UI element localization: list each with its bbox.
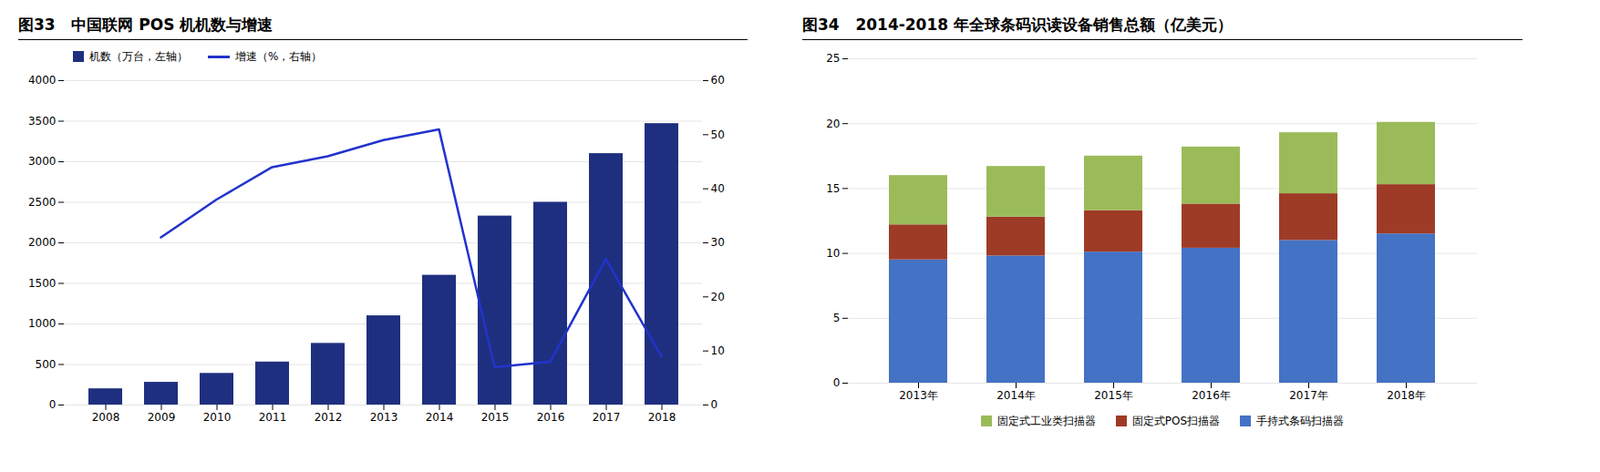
svg-text:2018: 2018: [648, 411, 677, 424]
svg-text:10: 10: [711, 344, 725, 358]
svg-text:50: 50: [711, 128, 725, 142]
svg-text:2012: 2012: [314, 411, 343, 424]
svg-text:15: 15: [825, 182, 840, 196]
svg-text:2018年: 2018年: [1386, 389, 1426, 403]
svg-text:2010: 2010: [203, 411, 232, 424]
svg-text:4000: 4000: [28, 73, 57, 87]
svg-text:0: 0: [711, 398, 719, 412]
svg-text:1000: 1000: [28, 317, 57, 331]
svg-text:2017: 2017: [592, 411, 621, 424]
svg-text:10: 10: [825, 247, 840, 260]
svg-text:20: 20: [711, 290, 725, 304]
svg-text:2008: 2008: [92, 411, 121, 424]
svg-text:25: 25: [825, 51, 840, 65]
svg-text:2009: 2009: [147, 411, 176, 424]
svg-text:2015年: 2015年: [1094, 389, 1134, 403]
svg-text:3000: 3000: [28, 154, 57, 168]
svg-text:40: 40: [711, 182, 725, 196]
svg-text:2014年: 2014年: [996, 389, 1036, 403]
html-text:固定式POS扫描器: 固定式POS扫描器: [1132, 414, 1221, 428]
html-text:增速（%，右轴）: 增速（%，右轴）: [235, 49, 323, 63]
svg-text:30: 30: [711, 236, 725, 249]
svg-text:3500: 3500: [28, 114, 57, 128]
html-text:手持式条码扫描器: 手持式条码扫描器: [1256, 414, 1344, 428]
html-text:固定式工业类扫描器: 固定式工业类扫描器: [997, 414, 1096, 428]
svg-text:500: 500: [35, 358, 57, 372]
svg-text:2500: 2500: [28, 196, 57, 209]
svg-text:2017年: 2017年: [1289, 389, 1329, 403]
svg-text:1500: 1500: [28, 277, 57, 290]
svg-text:60: 60: [711, 73, 725, 87]
svg-text:2013: 2013: [370, 411, 399, 424]
svg-text:5: 5: [833, 311, 841, 325]
svg-text:2016年: 2016年: [1191, 389, 1231, 403]
svg-text:0: 0: [49, 398, 57, 412]
html-text:图34 2014-2018 年全球条码识读设备销售总额（亿美: 图34 2014-2018 年全球条码识读设备销售总额（亿美元）: [802, 15, 1233, 34]
svg-text:2013年: 2013年: [898, 389, 939, 403]
svg-text:0: 0: [833, 376, 841, 390]
svg-text:2000: 2000: [28, 236, 57, 249]
html-text:机数（万台，左轴）: 机数（万台，左轴）: [89, 49, 188, 63]
html-text:图33 中国联网 POS 机机数与增速: 图33 中国联网 POS 机机数与增速: [18, 15, 273, 34]
svg-text:2011: 2011: [258, 411, 288, 424]
svg-text:2014: 2014: [425, 411, 455, 424]
svg-text:2015: 2015: [481, 411, 510, 424]
svg-text:20: 20: [825, 117, 840, 131]
svg-text:2016: 2016: [536, 411, 566, 424]
